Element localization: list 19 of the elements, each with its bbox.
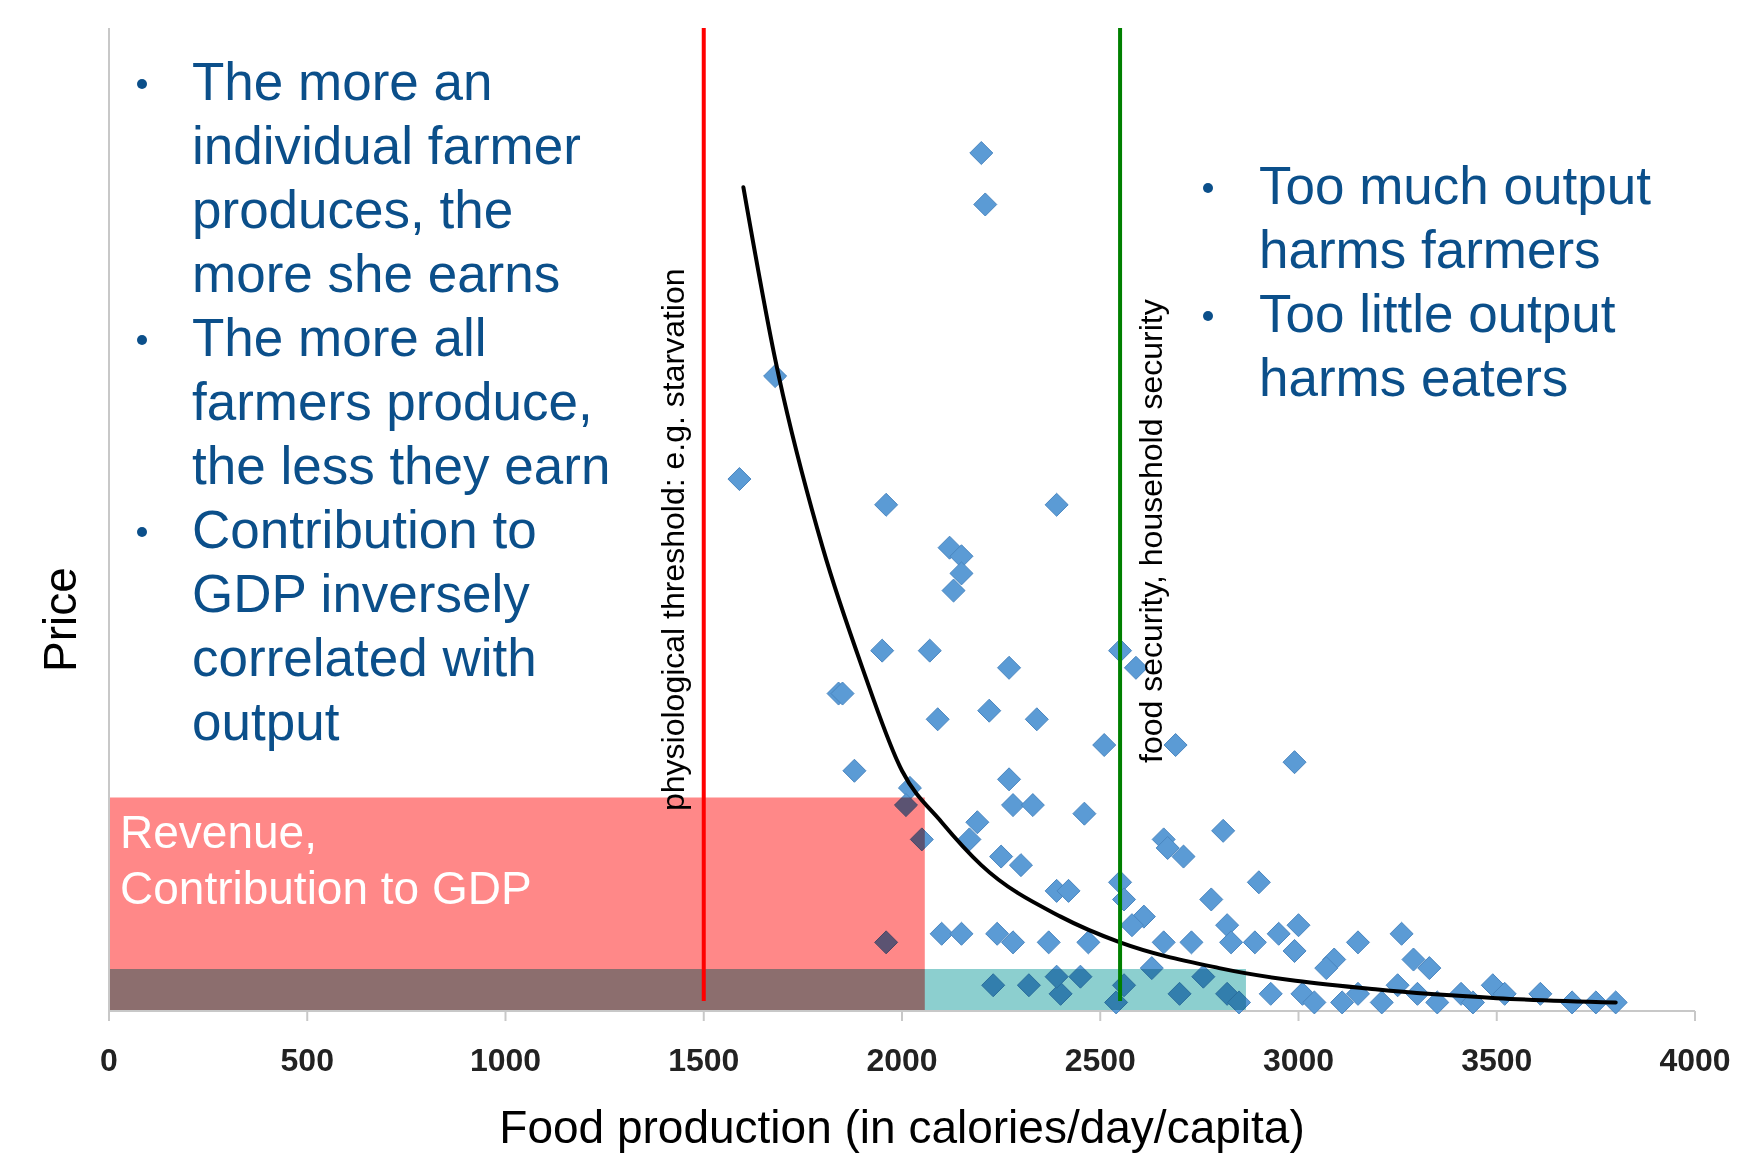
annotation: The more all farmers produce, the less they earn bbox=[192, 308, 611, 495]
x-tick-label: 2000 bbox=[866, 1042, 938, 1078]
ref-line-label: food security, household security bbox=[1133, 299, 1170, 763]
x-tick-label: 2500 bbox=[1064, 1042, 1136, 1078]
annotation: Contribution to GDP inversely correlated with output bbox=[192, 500, 537, 751]
x-tick-label: 3500 bbox=[1461, 1042, 1533, 1078]
x-tick-label: 1500 bbox=[668, 1042, 740, 1078]
x-tick-label: 4000 bbox=[1659, 1042, 1731, 1078]
annotation: Too much output harms farmers bbox=[1259, 156, 1652, 279]
annotation: Too little output harms eaters bbox=[1259, 284, 1616, 407]
x-tick-label: 0 bbox=[100, 1042, 118, 1078]
annotation: The more an individual farmer produces, the more she earns bbox=[192, 52, 581, 303]
ref-line-label: physiological threshold: e.g. starvation bbox=[654, 268, 691, 811]
x-axis-title: Food production (in calories/day/capita) bbox=[499, 1101, 1305, 1153]
x-tick-label: 1000 bbox=[469, 1042, 542, 1078]
annotation: Revenue, Contribution to GDP bbox=[120, 806, 532, 914]
x-tick-label: 500 bbox=[280, 1042, 334, 1078]
y-axis-title: Price bbox=[34, 567, 86, 672]
x-tick-label: 3000 bbox=[1262, 1042, 1335, 1078]
